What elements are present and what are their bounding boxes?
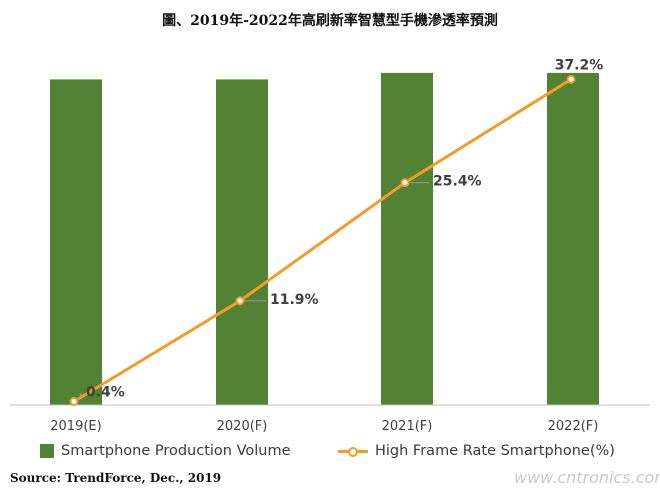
legend-line-label: High Frame Rate Smartphone(%) <box>375 443 615 459</box>
x-tick-label: 2019(E) <box>50 419 101 434</box>
data-label: 37.2% <box>555 57 604 73</box>
line-point-2022(F) <box>566 74 576 84</box>
chart-title: 圖、2019年-2022年高刷新率智慧型手機滲透率預測 <box>162 13 498 29</box>
bar-2020(F) <box>216 79 268 406</box>
legend-bar-label: Smartphone Production Volume <box>61 443 291 459</box>
bar-2019(E) <box>50 79 102 406</box>
label-leader <box>76 392 83 402</box>
bar-2022(F) <box>547 72 599 405</box>
x-tick-label: 2020(F) <box>217 419 268 434</box>
line-point-2021(F) <box>400 178 410 188</box>
legend-item-line: High Frame Rate Smartphone(%) <box>338 443 615 459</box>
data-label: 0.4% <box>86 384 125 400</box>
line-point-2019(E) <box>69 396 79 406</box>
data-label: 25.4% <box>433 174 482 190</box>
x-tick-label: 2022(F) <box>548 419 599 434</box>
source-note: Source: TrendForce, Dec., 2019 <box>10 471 222 485</box>
legend-item-bar: Smartphone Production Volume <box>40 443 291 459</box>
x-tick-label: 2021(F) <box>382 419 433 434</box>
legend-bar-swatch <box>40 444 54 458</box>
line-series <box>73 78 572 403</box>
watermark: www.cntronics.com <box>514 468 660 487</box>
bar-2021(F) <box>381 72 433 405</box>
line-point-2020(F) <box>235 296 245 306</box>
legend-line-swatch <box>338 444 368 458</box>
data-label: 11.9% <box>270 292 319 308</box>
